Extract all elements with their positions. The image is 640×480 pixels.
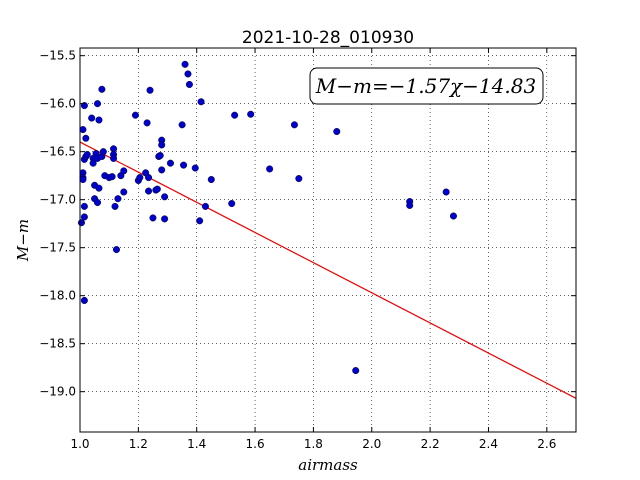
data-point (99, 148, 107, 156)
y-tick-label: −19.0 (39, 385, 76, 399)
data-point (184, 70, 192, 78)
fit-line (79, 141, 577, 399)
data-point (207, 176, 215, 184)
plot-area (80, 48, 576, 432)
y-tick-label: −17.0 (39, 193, 76, 207)
x-tick-label: 1.6 (246, 437, 265, 451)
data-point (449, 212, 457, 220)
data-point (181, 60, 189, 68)
data-point (145, 174, 153, 182)
data-point (95, 116, 103, 124)
data-point (82, 134, 90, 142)
data-point (77, 219, 85, 227)
y-tick-label: −18.5 (39, 337, 76, 351)
data-point (228, 200, 236, 208)
data-point (196, 217, 204, 225)
data-point (197, 98, 205, 106)
data-point (191, 164, 199, 172)
data-point (136, 174, 144, 182)
data-point (79, 126, 87, 134)
data-points (77, 60, 457, 375)
data-point (153, 185, 161, 193)
x-tick-label: 1.8 (304, 437, 323, 451)
data-point (295, 175, 303, 183)
data-point (178, 121, 186, 129)
y-tick-label: −16.0 (39, 97, 76, 111)
y-tick-label: −15.5 (39, 49, 76, 63)
data-point (145, 187, 153, 195)
data-point (95, 184, 103, 192)
data-point (180, 161, 188, 169)
data-point (111, 202, 119, 210)
data-point (149, 214, 157, 222)
x-tick-label: 1.0 (70, 437, 89, 451)
x-tick-label: 2.6 (537, 437, 556, 451)
plot-frame (79, 47, 577, 433)
data-point (94, 100, 102, 108)
data-point (89, 159, 97, 167)
data-point (406, 201, 414, 209)
y-axis-label: M−m (14, 219, 32, 262)
data-point (131, 111, 139, 119)
y-tick-label: −16.5 (39, 145, 76, 159)
data-point (156, 152, 164, 160)
x-tick-label: 2.4 (479, 437, 498, 451)
data-point (442, 188, 450, 196)
data-point (185, 80, 193, 88)
data-point (161, 215, 169, 223)
data-point (158, 141, 166, 149)
data-point (231, 111, 239, 119)
data-point (88, 114, 96, 122)
fit-annotation: M−m=−1.57χ−14.83 (309, 67, 544, 105)
data-point (94, 199, 102, 207)
data-point (108, 173, 116, 181)
x-tick-label: 2.2 (421, 437, 440, 451)
x-tick-label: 2.0 (362, 437, 381, 451)
chart-title: 2021-10-28_010930 (242, 28, 414, 48)
data-point (290, 121, 298, 129)
data-point (120, 167, 128, 175)
data-point (158, 166, 166, 174)
data-point (201, 202, 209, 210)
data-point (80, 213, 88, 221)
data-point (247, 110, 255, 118)
data-point (80, 202, 88, 210)
data-point (161, 193, 169, 201)
data-point (143, 119, 151, 127)
data-point (333, 128, 341, 136)
data-point (83, 151, 91, 159)
data-point (98, 85, 106, 93)
data-point (114, 195, 122, 203)
x-tick-label: 1.2 (129, 437, 148, 451)
data-point (146, 86, 154, 94)
data-point (80, 296, 88, 304)
axis-ticks: 1.0 1.2 1.4 1.6 1.8 2.0 2.2 2.4 2.6 −15.5 −16.0 −16… (39, 48, 576, 451)
data-point (266, 165, 274, 173)
data-point (352, 367, 360, 375)
y-tick-label: −17.5 (39, 241, 76, 255)
y-tick-label: −18.0 (39, 289, 76, 303)
x-axis-label: airmass (298, 456, 358, 474)
data-point (79, 176, 87, 184)
data-point (120, 188, 128, 196)
annotation-box (309, 67, 544, 105)
x-tick-label: 1.4 (187, 437, 206, 451)
data-point (112, 246, 120, 254)
data-point (166, 159, 174, 167)
fit-line-path (79, 141, 577, 399)
annotation-text: M−m=−1.57χ−14.83 (315, 74, 536, 98)
data-point (110, 154, 118, 162)
